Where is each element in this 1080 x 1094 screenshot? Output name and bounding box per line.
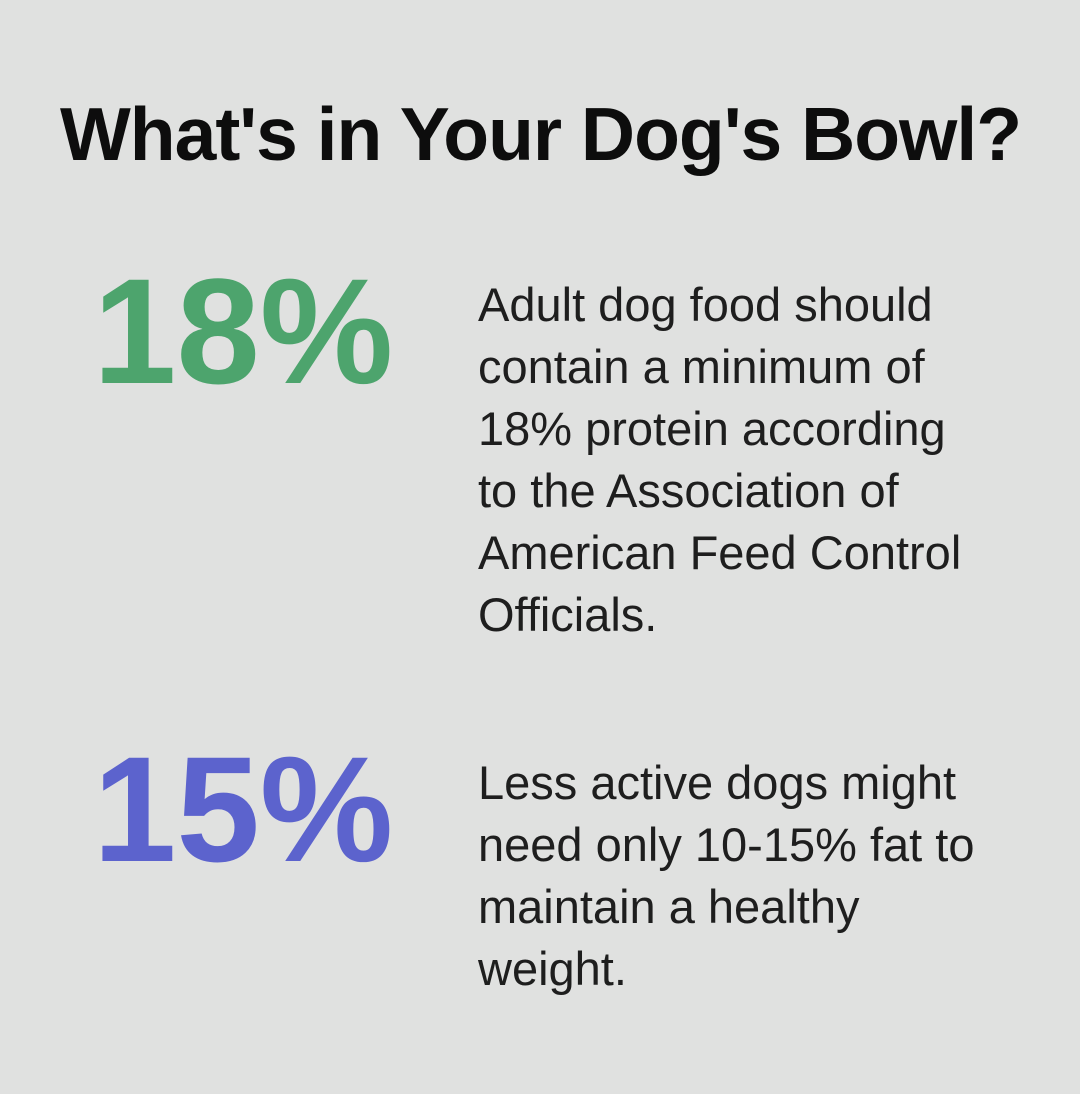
page-title: What's in Your Dog's Bowl? <box>60 92 1022 176</box>
stat-description-protein: Adult dog food should contain a minimum … <box>478 277 962 641</box>
stat-value-protein: 18% <box>93 246 394 415</box>
stat-value-fat: 15% <box>93 724 394 893</box>
stat-row-protein: 18% Adult dog food should contain a mini… <box>60 256 1020 646</box>
stat-description-fat: Less active dogs might need only 10-15% … <box>478 755 975 995</box>
stat-row-fat: 15% Less active dogs might need only 10-… <box>60 734 1020 1000</box>
